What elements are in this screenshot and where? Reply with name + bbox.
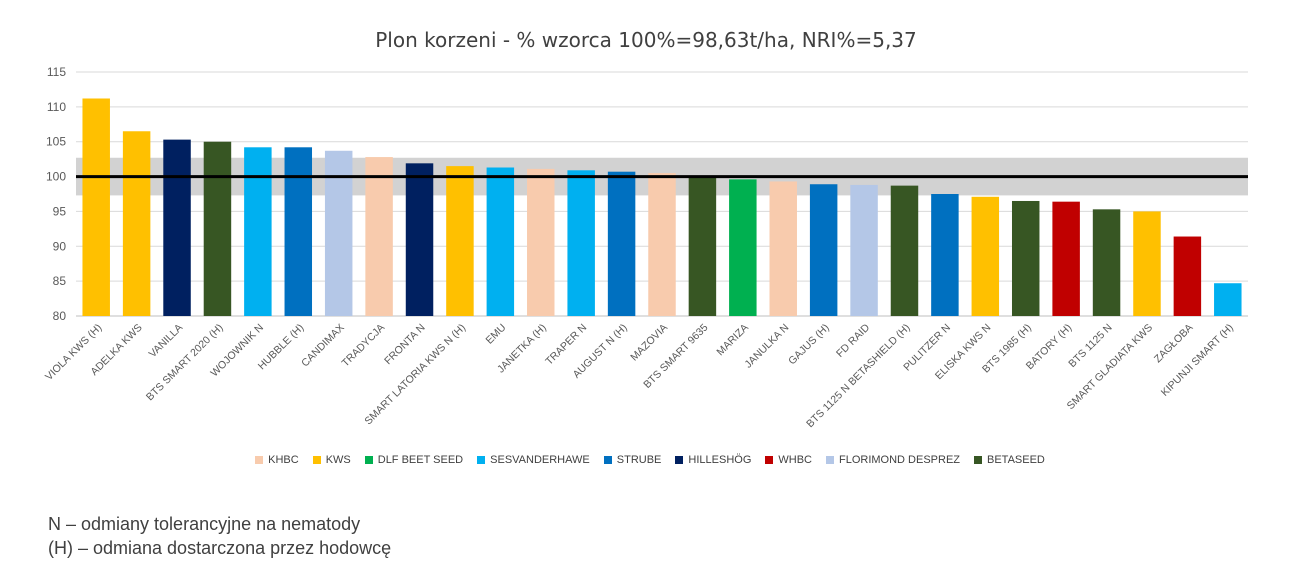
legend-label: KHBC	[268, 454, 299, 466]
x-tick-label: BTS SMART 2020 (H)	[144, 322, 226, 404]
bar-viola-kws-h-	[82, 98, 110, 317]
legend-swatch	[477, 456, 486, 464]
y-tick-label: 100	[46, 170, 66, 184]
bar-august-n-h-	[607, 171, 636, 316]
y-tick-label: 115	[47, 65, 66, 79]
bar-smart-latoria-kws-n-h-	[446, 166, 474, 316]
legend-item-dlf-beet-seed: DLF BEET SEED	[364, 454, 464, 466]
legend-label: FLORIMOND DESPREZ	[838, 454, 960, 466]
bar-bts-smart-2020-h-	[203, 141, 232, 316]
chart-title: Plon korzeni - % wzorca 100%=98,63t/ha, …	[375, 28, 917, 52]
note-nematode: N – odmiany tolerancyjne na nematody	[48, 514, 361, 534]
bar-bts-smart-9635	[688, 175, 717, 316]
x-tick-label: GAJUS (H)	[786, 322, 832, 368]
x-tick-label: KIPUNJI SMART (H)	[1159, 322, 1236, 399]
bar-bts-1125-n-betashield-h-	[890, 185, 919, 316]
bar-vanilla	[163, 139, 191, 316]
bar-pulitzer-n	[931, 194, 959, 316]
legend-item-khbc: KHBC	[255, 454, 299, 466]
bar-chart: Plon korzeni - % wzorca 100%=98,63t/ha, …	[43, 28, 1248, 430]
bar-candimax	[324, 150, 353, 316]
x-tick-label: TRADYCJA	[340, 322, 388, 370]
x-tick-label: FD RAID	[834, 321, 872, 359]
legend-swatch	[312, 456, 321, 464]
legend: KHBC KWS DLF BEET SEED SESVANDERHAWE STRUBE H…	[0, 454, 1300, 466]
legend-swatch	[974, 456, 982, 464]
y-axis-ticks: 80 85 90 95 100 105 110 115	[46, 65, 66, 323]
bar-bts-1985-h-	[1011, 200, 1040, 316]
bar-bts-1125-n	[1092, 209, 1121, 316]
bar-fd-raid	[850, 184, 878, 316]
bar-janulka-n	[769, 181, 797, 316]
legend-label: SESVANDERHAWE	[490, 454, 590, 466]
bar-gajus-h-	[809, 184, 838, 316]
y-tick-label: 95	[53, 204, 67, 218]
bar-wojownik-n	[244, 147, 272, 316]
bar-fronta-n	[405, 163, 434, 316]
y-tick-label: 80	[53, 309, 67, 323]
note-breeder: (H) – odmiana dostarczona przez hodowcę	[48, 538, 392, 558]
legend-swatch	[675, 456, 684, 464]
legend-item-strube: STRUBE	[603, 454, 662, 466]
y-tick-label: 90	[53, 239, 67, 253]
legend-label: BETASEED	[987, 454, 1045, 466]
legend-label: STRUBE	[616, 454, 662, 466]
legend-swatch	[765, 456, 774, 464]
legend-label: HILLESHÖG	[688, 454, 752, 466]
y-tick-label: 105	[46, 135, 66, 149]
legend-swatch	[603, 456, 612, 464]
x-tick-label: VANILLA	[147, 322, 185, 360]
legend-label: WHBC	[778, 454, 812, 466]
legend-swatch	[255, 456, 264, 464]
x-tick-label: MAZOVIA	[628, 322, 670, 364]
legend-item-betaseed: BETASEED	[974, 454, 1045, 466]
bar-smart-gladiata-kws	[1133, 211, 1161, 316]
bar-mazovia	[648, 173, 676, 316]
legend-swatch	[364, 456, 373, 464]
legend-item-hillesh-g: HILLESHÖG	[675, 454, 751, 466]
bar-emu	[486, 167, 515, 316]
legend-item-kws: KWS	[312, 454, 351, 466]
x-tick-label: ZAGŁOBA	[1152, 322, 1196, 366]
bars	[82, 98, 1242, 317]
notes: N – odmiany tolerancyjne na nematody (H)…	[48, 512, 391, 560]
bar-kipunji-smart-h-	[1214, 283, 1242, 316]
bar-tradycja	[365, 157, 393, 316]
bar-hubble-h-	[284, 147, 313, 316]
bar-traper-n	[567, 170, 595, 316]
legend-swatch	[825, 456, 834, 464]
bar-mariza	[729, 179, 757, 316]
y-tick-label: 110	[47, 100, 66, 114]
x-tick-label: SMART GLADIATA KWS	[1065, 322, 1155, 412]
legend-label: DLF BEET SEED	[377, 454, 464, 466]
legend-item-florimond-desprez: FLORIMOND DESPREZ	[825, 454, 960, 466]
x-tick-label: EMU	[483, 322, 508, 347]
x-tick-label: MARIZA	[714, 322, 751, 359]
legend-item-whbc: WHBC	[765, 454, 812, 466]
legend-label: KWS	[325, 454, 351, 466]
bar-adelka-kws	[122, 131, 151, 316]
bar-zag-oba	[1173, 236, 1202, 316]
legend-item-sesvanderhawe: SESVANDERHAWE	[477, 454, 590, 466]
bar-janetka-h-	[527, 168, 555, 316]
y-tick-label: 85	[53, 274, 67, 288]
bar-batory-h-	[1052, 201, 1080, 316]
bar-eliska-kws-n	[971, 196, 1000, 316]
